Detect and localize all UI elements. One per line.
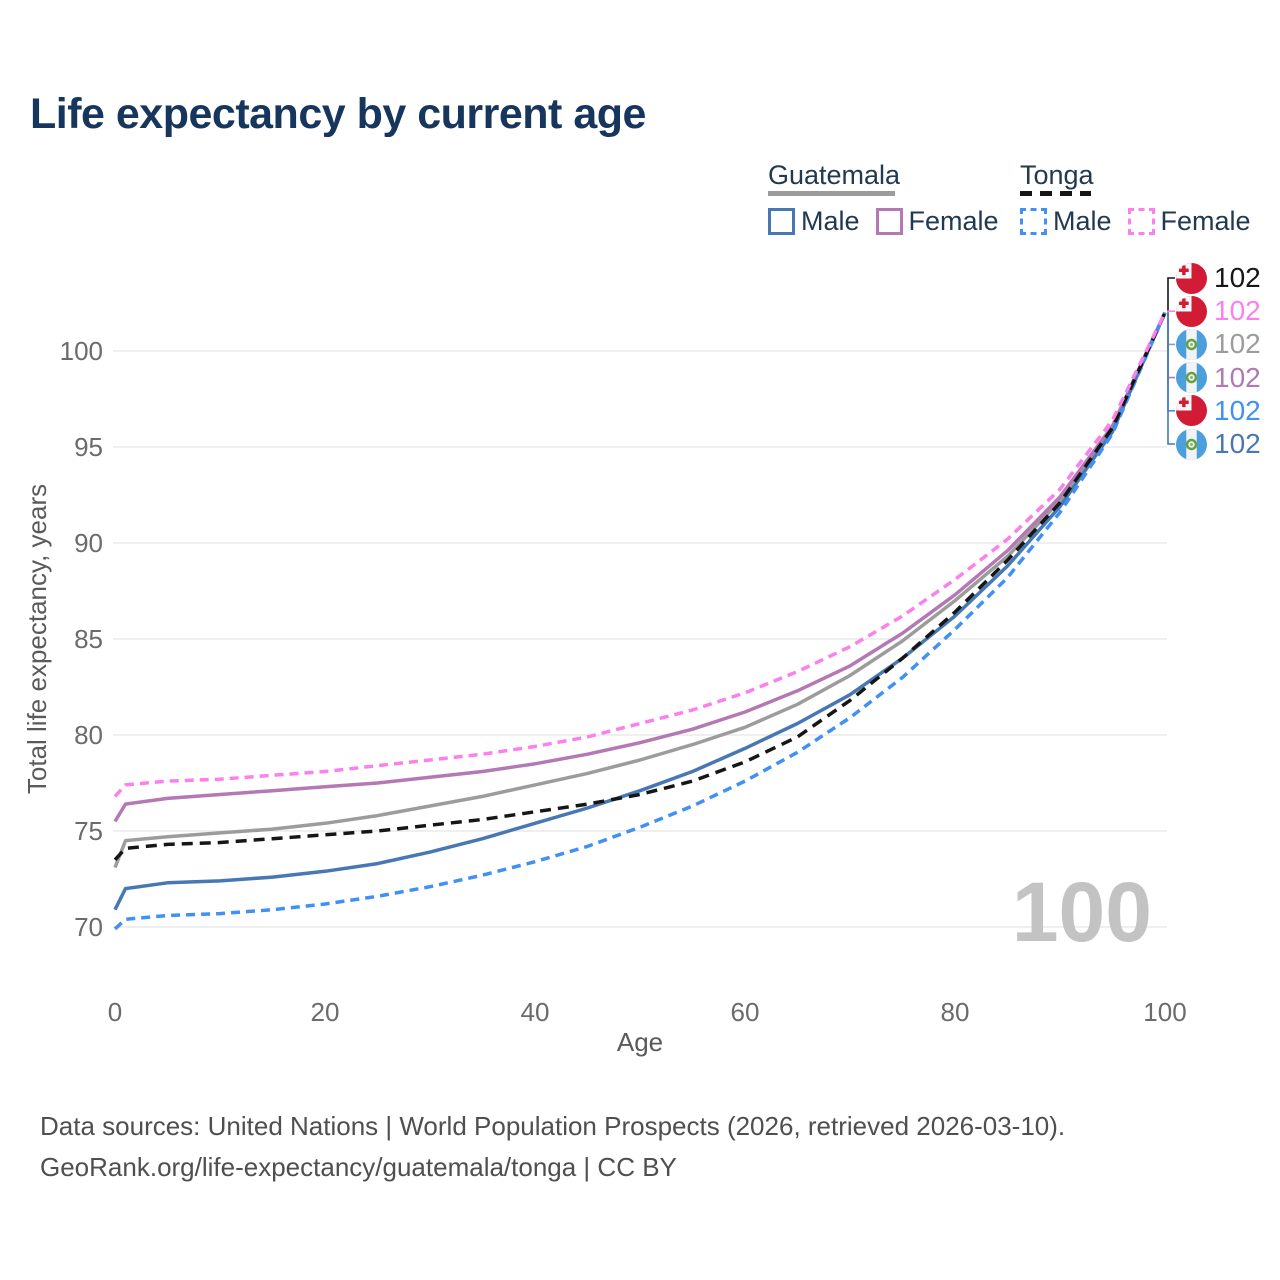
- end-label-row-guatemala_female: 102: [1176, 362, 1261, 394]
- legend-group-guatemala: Guatemala Male Female: [768, 160, 1015, 237]
- x-tick-label-20: 20: [311, 997, 340, 1027]
- end-label-row-guatemala_avg: 102: [1176, 328, 1261, 360]
- end-label-connector-guatemala_avg: [1167, 312, 1175, 346]
- y-tick-label-70: 70: [74, 912, 103, 942]
- guatemala-flag-icon: [1176, 428, 1207, 460]
- y-tick-label-85: 85: [74, 624, 103, 654]
- current-age-watermark: 100: [1012, 865, 1152, 959]
- legend-country-tonga[interactable]: Tonga: [1020, 160, 1094, 190]
- y-tick-label-100: 100: [60, 336, 103, 366]
- series-line-guatemala_female: [113, 311, 1167, 823]
- legend-label-guatemala-female[interactable]: Female: [908, 206, 999, 236]
- series-line-tonga_male: [113, 311, 1167, 931]
- legend-swatch-tonga-male[interactable]: [1020, 208, 1047, 235]
- end-label-value-guatemala_avg: 102: [1214, 328, 1261, 360]
- legend-label-tonga-female[interactable]: Female: [1160, 206, 1251, 236]
- x-axis-title: Age: [617, 1027, 663, 1057]
- end-label-row-tonga_avg: 102: [1176, 262, 1261, 294]
- x-tick-label-100: 100: [1143, 997, 1186, 1027]
- end-label-value-tonga_female: 102: [1214, 295, 1261, 327]
- y-tick-label-90: 90: [74, 528, 103, 558]
- series-line-tonga_avg: [113, 311, 1167, 861]
- end-label-row-tonga_female: 102: [1176, 295, 1261, 327]
- tonga-flag-icon: [1176, 295, 1207, 327]
- series-line-guatemala_male: [113, 311, 1167, 911]
- end-label-row-guatemala_male: 102: [1176, 428, 1261, 460]
- end-label-value-tonga_male: 102: [1214, 394, 1261, 426]
- legend-swatch-guatemala-female[interactable]: [875, 208, 903, 235]
- legend-underline-guatemala: [768, 191, 895, 196]
- y-axis-title: Total life expectancy, years: [22, 484, 52, 794]
- legend-swatch-guatemala-male[interactable]: [768, 208, 795, 235]
- y-tick-label-75: 75: [74, 816, 103, 846]
- tonga-flag-icon: [1176, 395, 1207, 427]
- legend-country-guatemala[interactable]: Guatemala: [768, 160, 901, 190]
- y-tick-label-95: 95: [74, 432, 103, 462]
- end-label-connector-tonga_male: [1167, 312, 1175, 412]
- end-label-connector-tonga_avg: [1167, 277, 1175, 313]
- legend-group-tonga: Tonga Male Female: [1020, 160, 1267, 237]
- end-label-value-tonga_avg: 102: [1214, 262, 1261, 293]
- guatemala-flag-icon: [1176, 362, 1207, 394]
- series-line-guatemala_avg: [113, 311, 1167, 869]
- data-source-note: Data sources: United Nations | World Pop…: [40, 1106, 1065, 1188]
- end-label-connector-guatemala_male: [1167, 312, 1175, 445]
- x-tick-label-80: 80: [941, 997, 970, 1027]
- y-tick-label-80: 80: [74, 720, 103, 750]
- page-title: Life expectancy by current age: [30, 90, 646, 138]
- guatemala-flag-icon: [1176, 328, 1207, 360]
- tonga-flag-icon: [1176, 262, 1207, 294]
- end-label-value-guatemala_male: 102: [1214, 428, 1261, 459]
- end-label-row-tonga_male: 102: [1176, 395, 1261, 427]
- x-tick-label-60: 60: [731, 997, 760, 1027]
- legend-label-guatemala-male[interactable]: Male: [801, 206, 860, 236]
- data-source-line2: GeoRank.org/life-expectancy/guatemala/to…: [40, 1152, 677, 1182]
- end-label-value-guatemala_female: 102: [1214, 361, 1261, 393]
- legend-underline-tonga: [1020, 191, 1091, 196]
- data-source-line1: Data sources: United Nations | World Pop…: [40, 1111, 1066, 1141]
- end-label-connector-tonga_female: [1167, 310, 1175, 313]
- legend-label-tonga-male[interactable]: Male: [1053, 206, 1112, 236]
- legend-swatch-tonga-female[interactable]: [1127, 208, 1155, 235]
- series-line-tonga_female: [113, 311, 1167, 798]
- x-tick-label-40: 40: [521, 997, 550, 1027]
- x-tick-label-0: 0: [108, 997, 122, 1027]
